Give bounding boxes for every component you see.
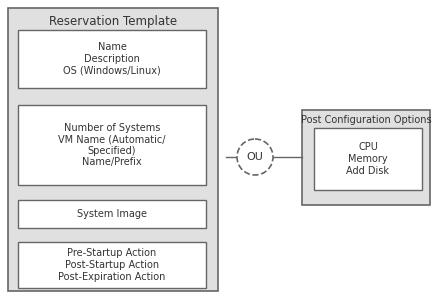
FancyBboxPatch shape: [18, 105, 205, 185]
Text: Pre-Startup Action
Post-Startup Action
Post-Expiration Action: Pre-Startup Action Post-Startup Action P…: [58, 248, 165, 282]
Text: System Image: System Image: [77, 209, 147, 219]
Text: Name
Description
OS (Windows/Linux): Name Description OS (Windows/Linux): [63, 42, 160, 76]
FancyBboxPatch shape: [301, 110, 429, 205]
Text: OU: OU: [246, 152, 263, 162]
FancyBboxPatch shape: [18, 30, 205, 88]
FancyBboxPatch shape: [18, 242, 205, 288]
Text: Number of Systems
VM Name (Automatic/
Specified)
Name/Prefix: Number of Systems VM Name (Automatic/ Sp…: [58, 123, 166, 167]
Text: Reservation Template: Reservation Template: [49, 16, 177, 28]
Text: CPU
Memory
Add Disk: CPU Memory Add Disk: [346, 142, 389, 176]
FancyBboxPatch shape: [18, 200, 205, 228]
Ellipse shape: [237, 139, 272, 175]
FancyBboxPatch shape: [8, 8, 218, 291]
FancyBboxPatch shape: [313, 128, 421, 190]
Text: Post Configuration Options: Post Configuration Options: [300, 115, 430, 125]
